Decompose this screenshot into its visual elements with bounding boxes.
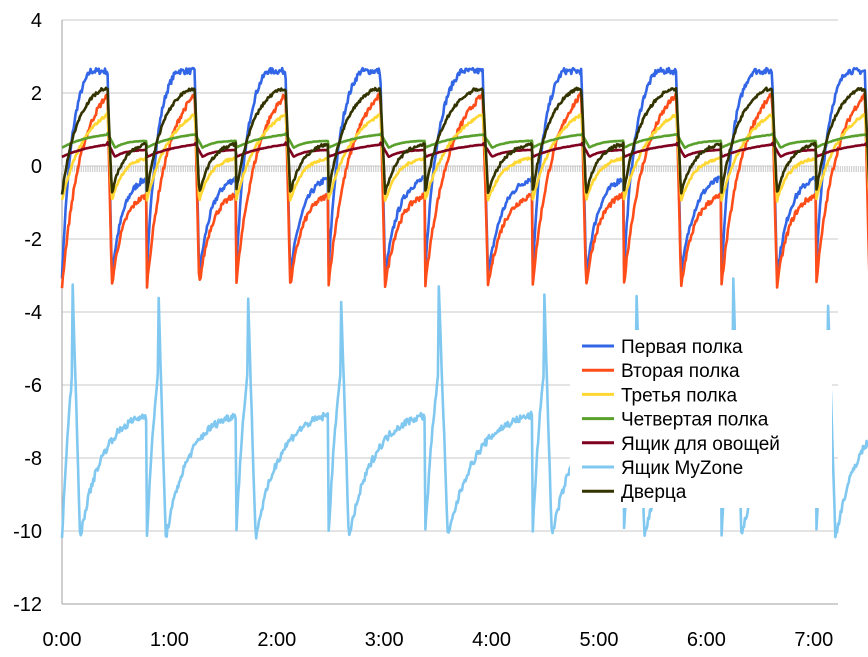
series-line — [60, 86, 868, 195]
y-tick-label: -4 — [24, 302, 42, 324]
legend: Первая полка Вторая полка Третья полка Четв… — [570, 330, 832, 508]
y-tick-label: -6 — [24, 375, 42, 397]
y-tick-label: 4 — [31, 10, 42, 32]
series-line — [60, 91, 868, 289]
legend-label: Ящик для овощей — [621, 434, 780, 455]
y-tick-label: 0 — [31, 156, 42, 178]
series-lines — [60, 66, 868, 540]
legend-label: Первая полка — [621, 337, 743, 358]
x-tick-label: 6:00 — [687, 629, 726, 651]
legend-label: Третья полка — [621, 385, 737, 406]
x-tick-label: 0:00 — [43, 629, 82, 651]
y-tick-label: -10 — [13, 521, 42, 543]
series-line — [61, 132, 868, 150]
x-tick-label: 4:00 — [472, 629, 511, 651]
legend-label: Дверца — [621, 482, 687, 503]
y-tick-labels: 4 2 0 -2 -4 -6 -8 -10 -12 — [13, 10, 42, 616]
series-line — [61, 141, 868, 159]
series-line — [60, 110, 868, 203]
x-tick-label: 1:00 — [150, 629, 189, 651]
x-tick-label: 2:00 — [257, 629, 296, 651]
y-tick-label: -12 — [13, 594, 42, 616]
x-tick-labels: 0:00 1:00 2:00 3:00 4:00 5:00 6:00 7:00 — [43, 629, 834, 651]
x-tick-label: 3:00 — [365, 629, 404, 651]
legend-label: Ящик MyZone — [621, 458, 743, 479]
legend-label: Четвертая полка — [621, 410, 769, 431]
series-line — [60, 66, 868, 279]
y-tick-label: 2 — [31, 83, 42, 105]
y-tick-label: -2 — [24, 229, 42, 251]
y-tick-label: -8 — [24, 448, 42, 470]
legend-label: Вторая полка — [621, 361, 740, 382]
x-tick-label: 5:00 — [580, 629, 619, 651]
x-tick-label: 7:00 — [794, 629, 833, 651]
